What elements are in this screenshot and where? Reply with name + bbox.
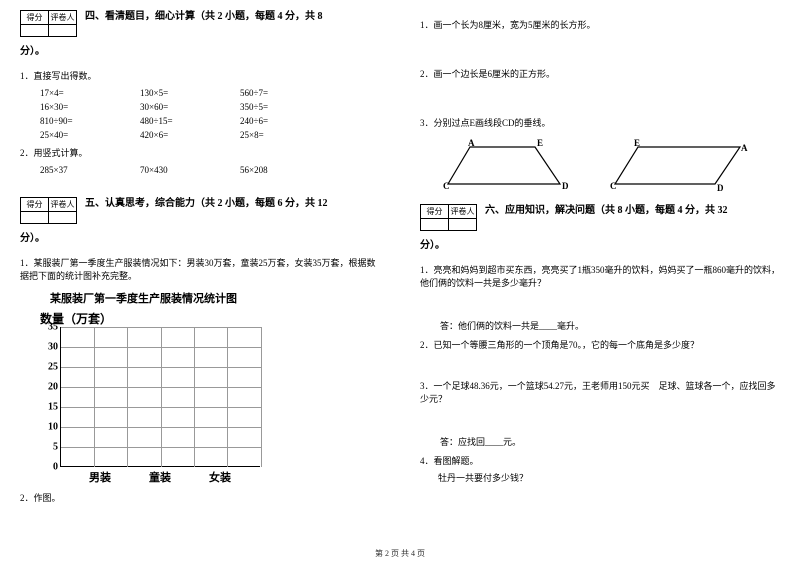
right-column: 1．画一个长为8厘米，宽为5厘米的长方形。 2．画一个边长是6厘米的正方形。 3… [400, 0, 800, 565]
calc-cell: 70×430 [140, 163, 240, 177]
score-header: 得分 [21, 198, 49, 212]
score-cell [421, 219, 449, 231]
left-column: 得分评卷人 四、看清题目，细心计算（共 2 小题，每题 4 分，共 8 分）。 … [0, 0, 400, 565]
score-box-6: 得分评卷人 [420, 204, 477, 231]
a3: 答：应找回____元。 [440, 435, 780, 448]
ytick: 25 [38, 362, 58, 373]
calc-cell: 56×208 [240, 163, 340, 177]
calc-cell: 17×4= [40, 86, 140, 100]
calc-cell: 285×37 [40, 163, 140, 177]
svg-text:C: C [443, 181, 450, 191]
grader-header: 评卷人 [49, 198, 77, 212]
page-footer: 第 2 页 共 4 页 [0, 548, 800, 559]
svg-text:D: D [562, 181, 569, 191]
calc-cell: 25×40= [40, 128, 140, 142]
chart-grid [60, 327, 260, 467]
parallelogram-icon: E A C D [610, 139, 750, 194]
section5-title-cont: 分）。 [20, 232, 45, 246]
calc-cell: 240÷6= [240, 114, 340, 128]
s5-item2: 2．作图。 [20, 491, 380, 504]
s5-item1: 1．某服装厂第一季度生产服装情况如下：男装30万套，童装25万套，女装35万套，… [20, 256, 380, 282]
geom2: 2．画一个边长是6厘米的正方形。 [420, 67, 780, 80]
calc-row: 16×30=30×60=350÷5= [40, 100, 380, 114]
trapezoid-icon: A E C D [440, 139, 570, 194]
s4-item1: 1．直接写出得数。 [20, 69, 380, 82]
section6-title-cont: 分）。 [420, 239, 445, 253]
shapes-row: A E C D E A C D [440, 139, 780, 194]
svg-text:A: A [741, 143, 748, 153]
ytick: 0 [38, 462, 58, 473]
score-header: 得分 [421, 205, 449, 219]
s4-item2: 2．用竖式计算。 [20, 146, 380, 159]
geom3: 3．分别过点E画线段CD的垂线。 [420, 116, 780, 129]
score-box-4: 得分评卷人 [20, 10, 77, 37]
calc-cell: 560÷7= [240, 86, 340, 100]
calc-cell: 30×60= [140, 100, 240, 114]
calc-row: 810÷90=480÷15=240÷6= [40, 114, 380, 128]
xtick: 童装 [140, 469, 180, 485]
q4b: 牡丹一共要付多少钱？ [420, 471, 780, 484]
score-box-5: 得分评卷人 [20, 197, 77, 224]
chart-ylabel: 数量（万套） [40, 310, 380, 327]
section6-title: 六、应用知识，解决问题（共 8 小题，每题 4 分，共 32 [485, 204, 728, 218]
ytick: 35 [38, 322, 58, 333]
chart-title: 某服装厂第一季度生产服装情况统计图 [50, 290, 380, 306]
q2: 2．已知一个等腰三角形的一个顶角是70。，它的每一个底角是多少度？ [420, 338, 780, 351]
q1: 1．亮亮和妈妈到超市买东西，亮亮买了1瓶350毫升的饮料，妈妈买了一瓶860毫升… [420, 263, 780, 289]
score-cell [21, 25, 49, 37]
ytick: 10 [38, 422, 58, 433]
calc-cell: 420×6= [140, 128, 240, 142]
svg-text:C: C [610, 181, 617, 191]
ytick: 15 [38, 402, 58, 413]
section4-header: 得分评卷人 四、看清题目，细心计算（共 2 小题，每题 4 分，共 8 [20, 10, 380, 37]
calc-cell: 16×30= [40, 100, 140, 114]
calc-cell: 130×5= [140, 86, 240, 100]
section6-header: 得分评卷人 六、应用知识，解决问题（共 8 小题，每题 4 分，共 32 [420, 204, 780, 231]
grader-header: 评卷人 [449, 205, 477, 219]
calc-cell: 25×8= [240, 128, 340, 142]
xtick: 女装 [200, 469, 240, 485]
calc-cell: 480÷15= [140, 114, 240, 128]
calc-row: 25×40=420×6=25×8= [40, 128, 380, 142]
calc-row: 17×4=130×5=560÷7= [40, 86, 380, 100]
section4-title: 四、看清题目，细心计算（共 2 小题，每题 4 分，共 8 [85, 10, 323, 24]
svg-text:E: E [537, 139, 543, 148]
grader-cell [449, 219, 477, 231]
ytick: 20 [38, 382, 58, 393]
q4: 4．看图解题。 [420, 454, 780, 467]
ytick: 5 [38, 442, 58, 453]
svg-text:D: D [717, 183, 724, 193]
q3: 3．一个足球48.36元，一个篮球54.27元，王老师用150元买 足球、篮球各… [420, 379, 780, 405]
grader-header: 评卷人 [49, 11, 77, 25]
calc-row: 285×3770×43056×208 [40, 163, 380, 177]
calc-cell: 350÷5= [240, 100, 340, 114]
svg-text:E: E [634, 139, 640, 148]
section5-header: 得分评卷人 五、认真思考，综合能力（共 2 小题，每题 6 分，共 12 [20, 197, 380, 224]
svg-text:A: A [468, 139, 475, 148]
grader-cell [49, 25, 77, 37]
bar-chart: 35 30 25 20 15 10 5 0 男装 童装 女装 [30, 327, 270, 487]
xtick: 男装 [80, 469, 120, 485]
grader-cell [49, 212, 77, 224]
geom1: 1．画一个长为8厘米，宽为5厘米的长方形。 [420, 18, 780, 31]
a1: 答：他们俩的饮料一共是____毫升。 [440, 319, 780, 332]
score-cell [21, 212, 49, 224]
ytick: 30 [38, 342, 58, 353]
section5-title: 五、认真思考，综合能力（共 2 小题，每题 6 分，共 12 [85, 197, 328, 211]
section4-title-cont: 分）。 [20, 45, 45, 59]
calc-cell: 810÷90= [40, 114, 140, 128]
score-header: 得分 [21, 11, 49, 25]
